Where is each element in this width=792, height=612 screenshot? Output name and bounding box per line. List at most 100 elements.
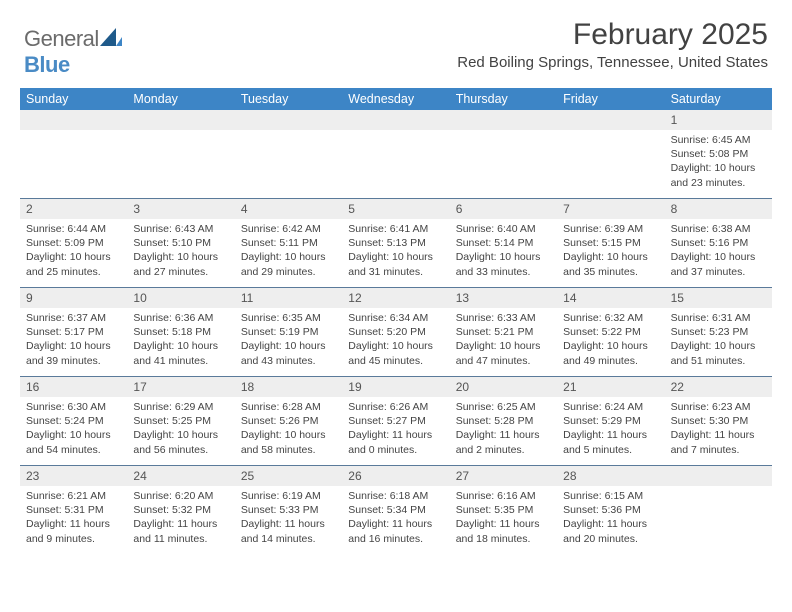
day-cell: 21Sunrise: 6:24 AMSunset: 5:29 PMDayligh… — [557, 377, 664, 465]
day-number — [127, 110, 234, 130]
daylight-text: Daylight: 11 hours and 20 minutes. — [563, 517, 658, 545]
day-cell — [665, 466, 772, 554]
sunrise-text: Sunrise: 6:43 AM — [133, 222, 228, 236]
day-details: Sunrise: 6:30 AMSunset: 5:24 PMDaylight:… — [20, 397, 127, 461]
sunrise-text: Sunrise: 6:38 AM — [671, 222, 766, 236]
week-row: 1Sunrise: 6:45 AMSunset: 5:08 PMDaylight… — [20, 110, 772, 199]
weekday-header-row: Sunday Monday Tuesday Wednesday Thursday… — [20, 88, 772, 110]
sunset-text: Sunset: 5:09 PM — [26, 236, 121, 250]
daylight-text: Daylight: 10 hours and 41 minutes. — [133, 339, 228, 367]
day-number — [665, 466, 772, 486]
daylight-text: Daylight: 10 hours and 45 minutes. — [348, 339, 443, 367]
sunset-text: Sunset: 5:25 PM — [133, 414, 228, 428]
day-number: 13 — [450, 288, 557, 308]
day-cell: 27Sunrise: 6:16 AMSunset: 5:35 PMDayligh… — [450, 466, 557, 554]
sunset-text: Sunset: 5:19 PM — [241, 325, 336, 339]
day-details: Sunrise: 6:31 AMSunset: 5:23 PMDaylight:… — [665, 308, 772, 372]
day-details: Sunrise: 6:42 AMSunset: 5:11 PMDaylight:… — [235, 219, 342, 283]
day-number: 4 — [235, 199, 342, 219]
day-details: Sunrise: 6:36 AMSunset: 5:18 PMDaylight:… — [127, 308, 234, 372]
day-number: 2 — [20, 199, 127, 219]
logo-word2: Blue — [24, 52, 70, 77]
daylight-text: Daylight: 10 hours and 29 minutes. — [241, 250, 336, 278]
daylight-text: Daylight: 10 hours and 51 minutes. — [671, 339, 766, 367]
day-cell: 10Sunrise: 6:36 AMSunset: 5:18 PMDayligh… — [127, 288, 234, 376]
day-cell: 17Sunrise: 6:29 AMSunset: 5:25 PMDayligh… — [127, 377, 234, 465]
day-details: Sunrise: 6:39 AMSunset: 5:15 PMDaylight:… — [557, 219, 664, 283]
day-cell: 4Sunrise: 6:42 AMSunset: 5:11 PMDaylight… — [235, 199, 342, 287]
logo-sail-icon — [100, 26, 122, 44]
sunset-text: Sunset: 5:10 PM — [133, 236, 228, 250]
sunrise-text: Sunrise: 6:42 AM — [241, 222, 336, 236]
month-title: February 2025 — [457, 18, 768, 52]
day-number: 6 — [450, 199, 557, 219]
day-details: Sunrise: 6:35 AMSunset: 5:19 PMDaylight:… — [235, 308, 342, 372]
day-details: Sunrise: 6:28 AMSunset: 5:26 PMDaylight:… — [235, 397, 342, 461]
weekday-header: Monday — [127, 88, 234, 110]
day-cell — [235, 110, 342, 198]
daylight-text: Daylight: 10 hours and 33 minutes. — [456, 250, 551, 278]
day-number: 11 — [235, 288, 342, 308]
daylight-text: Daylight: 10 hours and 27 minutes. — [133, 250, 228, 278]
day-cell: 22Sunrise: 6:23 AMSunset: 5:30 PMDayligh… — [665, 377, 772, 465]
day-cell: 1Sunrise: 6:45 AMSunset: 5:08 PMDaylight… — [665, 110, 772, 198]
sunrise-text: Sunrise: 6:29 AM — [133, 400, 228, 414]
day-details: Sunrise: 6:18 AMSunset: 5:34 PMDaylight:… — [342, 486, 449, 550]
sunrise-text: Sunrise: 6:26 AM — [348, 400, 443, 414]
page-header: General Blue February 2025 Red Boiling S… — [0, 0, 792, 82]
day-number: 28 — [557, 466, 664, 486]
day-cell: 2Sunrise: 6:44 AMSunset: 5:09 PMDaylight… — [20, 199, 127, 287]
sunrise-text: Sunrise: 6:16 AM — [456, 489, 551, 503]
calendar-grid: Sunday Monday Tuesday Wednesday Thursday… — [20, 88, 772, 554]
day-details: Sunrise: 6:16 AMSunset: 5:35 PMDaylight:… — [450, 486, 557, 550]
sunset-text: Sunset: 5:27 PM — [348, 414, 443, 428]
weekday-header: Friday — [557, 88, 664, 110]
day-number: 26 — [342, 466, 449, 486]
daylight-text: Daylight: 10 hours and 37 minutes. — [671, 250, 766, 278]
week-row: 2Sunrise: 6:44 AMSunset: 5:09 PMDaylight… — [20, 199, 772, 288]
sunset-text: Sunset: 5:08 PM — [671, 147, 766, 161]
day-number: 15 — [665, 288, 772, 308]
day-number: 12 — [342, 288, 449, 308]
sunset-text: Sunset: 5:24 PM — [26, 414, 121, 428]
weekday-header: Wednesday — [342, 88, 449, 110]
day-cell: 12Sunrise: 6:34 AMSunset: 5:20 PMDayligh… — [342, 288, 449, 376]
daylight-text: Daylight: 10 hours and 35 minutes. — [563, 250, 658, 278]
sunrise-text: Sunrise: 6:45 AM — [671, 133, 766, 147]
daylight-text: Daylight: 10 hours and 43 minutes. — [241, 339, 336, 367]
day-details: Sunrise: 6:38 AMSunset: 5:16 PMDaylight:… — [665, 219, 772, 283]
day-details: Sunrise: 6:29 AMSunset: 5:25 PMDaylight:… — [127, 397, 234, 461]
daylight-text: Daylight: 10 hours and 47 minutes. — [456, 339, 551, 367]
sunrise-text: Sunrise: 6:21 AM — [26, 489, 121, 503]
sunset-text: Sunset: 5:13 PM — [348, 236, 443, 250]
sunset-text: Sunset: 5:15 PM — [563, 236, 658, 250]
day-cell: 25Sunrise: 6:19 AMSunset: 5:33 PMDayligh… — [235, 466, 342, 554]
day-number — [20, 110, 127, 130]
daylight-text: Daylight: 10 hours and 49 minutes. — [563, 339, 658, 367]
sunset-text: Sunset: 5:30 PM — [671, 414, 766, 428]
day-details: Sunrise: 6:45 AMSunset: 5:08 PMDaylight:… — [665, 130, 772, 194]
week-row: 23Sunrise: 6:21 AMSunset: 5:31 PMDayligh… — [20, 466, 772, 554]
weeks-container: 1Sunrise: 6:45 AMSunset: 5:08 PMDaylight… — [20, 110, 772, 554]
sunrise-text: Sunrise: 6:35 AM — [241, 311, 336, 325]
sunset-text: Sunset: 5:31 PM — [26, 503, 121, 517]
day-number: 14 — [557, 288, 664, 308]
day-cell: 6Sunrise: 6:40 AMSunset: 5:14 PMDaylight… — [450, 199, 557, 287]
day-details: Sunrise: 6:44 AMSunset: 5:09 PMDaylight:… — [20, 219, 127, 283]
day-cell: 14Sunrise: 6:32 AMSunset: 5:22 PMDayligh… — [557, 288, 664, 376]
day-number — [450, 110, 557, 130]
day-number: 24 — [127, 466, 234, 486]
day-number: 17 — [127, 377, 234, 397]
day-number: 25 — [235, 466, 342, 486]
day-number: 22 — [665, 377, 772, 397]
day-cell: 15Sunrise: 6:31 AMSunset: 5:23 PMDayligh… — [665, 288, 772, 376]
sunset-text: Sunset: 5:29 PM — [563, 414, 658, 428]
daylight-text: Daylight: 11 hours and 7 minutes. — [671, 428, 766, 456]
day-number: 19 — [342, 377, 449, 397]
sunset-text: Sunset: 5:28 PM — [456, 414, 551, 428]
day-details: Sunrise: 6:33 AMSunset: 5:21 PMDaylight:… — [450, 308, 557, 372]
daylight-text: Daylight: 10 hours and 58 minutes. — [241, 428, 336, 456]
sunrise-text: Sunrise: 6:44 AM — [26, 222, 121, 236]
daylight-text: Daylight: 11 hours and 11 minutes. — [133, 517, 228, 545]
day-details: Sunrise: 6:24 AMSunset: 5:29 PMDaylight:… — [557, 397, 664, 461]
